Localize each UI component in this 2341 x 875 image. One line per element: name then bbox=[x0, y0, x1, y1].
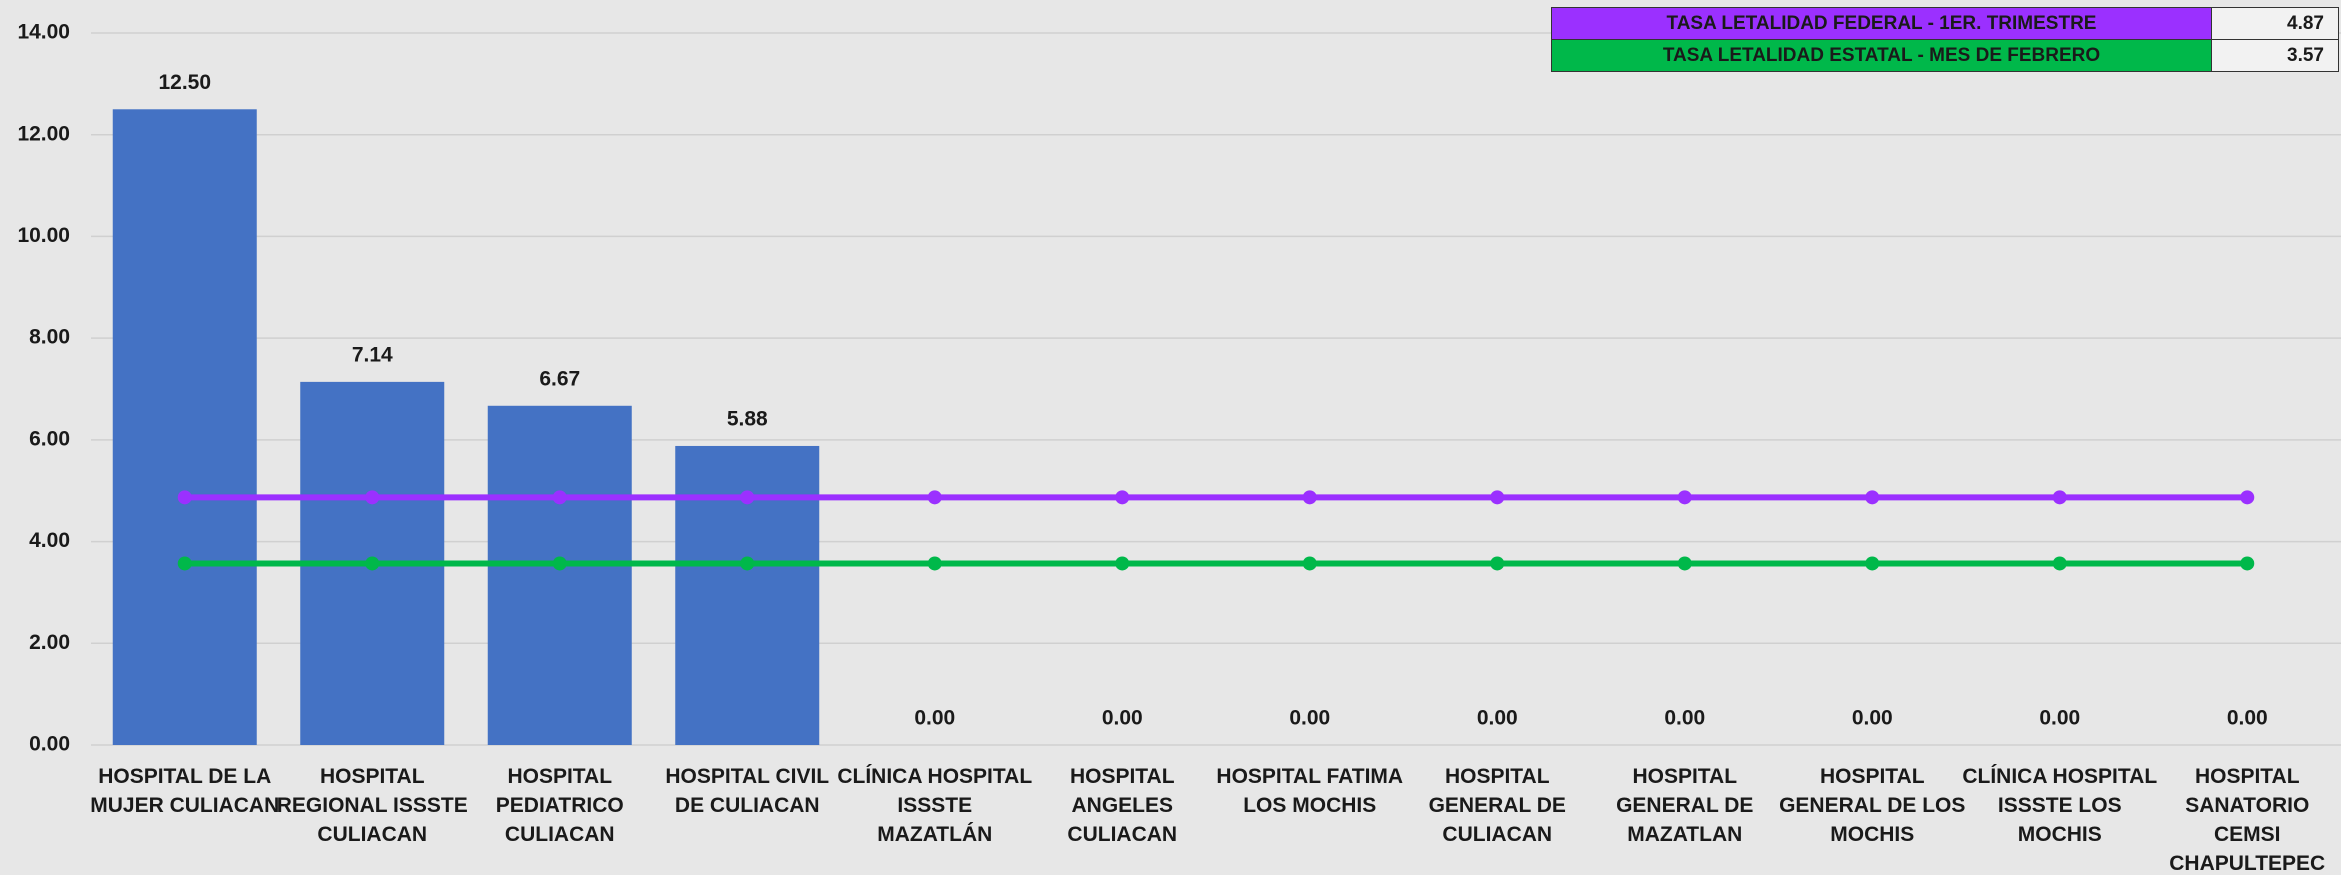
y-tick-label: 12.00 bbox=[17, 122, 70, 145]
data-label: 0.00 bbox=[1852, 707, 1893, 730]
line-marker bbox=[1302, 490, 1317, 505]
x-tick-label: CLÍNICA HOSPITAL ISSSTE LOS MOCHIS bbox=[1962, 765, 2158, 846]
line-marker bbox=[1302, 556, 1317, 571]
y-tick-label: 10.00 bbox=[17, 224, 70, 247]
x-tick-label: HOSPITAL ANGELES CULIACAN bbox=[1067, 765, 1178, 846]
legend-value: 3.57 bbox=[2212, 40, 2338, 71]
x-tick-label: HOSPITAL REGIONAL ISSSTE CULIACAN bbox=[276, 765, 468, 846]
y-tick-label: 0.00 bbox=[29, 733, 70, 756]
line-marker bbox=[1677, 556, 1692, 571]
line-marker bbox=[2240, 556, 2255, 571]
line-marker bbox=[552, 556, 567, 571]
legend-table: TASA LETALIDAD FEDERAL - 1ER. TRIMESTRE … bbox=[1551, 7, 2339, 72]
line-marker bbox=[1115, 556, 1130, 571]
line-marker bbox=[1677, 490, 1692, 505]
x-tick-label: HOSPITAL GENERAL DE CULIACAN bbox=[1428, 765, 1566, 846]
line-marker bbox=[365, 490, 380, 505]
legend-row: TASA LETALIDAD FEDERAL - 1ER. TRIMESTRE … bbox=[1551, 7, 2339, 39]
data-label: 0.00 bbox=[2039, 707, 2080, 730]
line-marker bbox=[1865, 490, 1880, 505]
legend-row: TASA LETALIDAD ESTATAL - MES DE FEBRERO … bbox=[1551, 39, 2339, 72]
x-tick-label: HOSPITAL PEDIATRICO CULIACAN bbox=[495, 765, 624, 846]
line-marker bbox=[177, 556, 192, 571]
line-marker bbox=[1865, 556, 1880, 571]
line-marker bbox=[2052, 556, 2067, 571]
data-label: 0.00 bbox=[1289, 707, 1330, 730]
y-tick-label: 4.00 bbox=[29, 529, 70, 552]
y-tick-label: 14.00 bbox=[17, 21, 70, 44]
bar bbox=[112, 109, 257, 746]
data-label: 6.67 bbox=[539, 367, 580, 390]
y-tick-label: 2.00 bbox=[29, 631, 70, 654]
legend-label: TASA LETALIDAD ESTATAL - MES DE FEBRERO bbox=[1552, 40, 2212, 71]
data-label: 7.14 bbox=[352, 343, 393, 366]
line-marker bbox=[1490, 556, 1505, 571]
data-label: 0.00 bbox=[914, 707, 955, 730]
line-marker bbox=[365, 556, 380, 571]
line-marker bbox=[552, 490, 567, 505]
line-marker bbox=[927, 490, 942, 505]
line-marker bbox=[740, 556, 755, 571]
x-tick-label: HOSPITAL FATIMA LOS MOCHIS bbox=[1216, 765, 1404, 817]
data-label: 0.00 bbox=[1102, 707, 1143, 730]
data-label: 0.00 bbox=[1477, 707, 1518, 730]
line-marker bbox=[1115, 490, 1130, 505]
legend-value: 4.87 bbox=[2212, 8, 2338, 39]
line-marker bbox=[1490, 490, 1505, 505]
legend-label: TASA LETALIDAD FEDERAL - 1ER. TRIMESTRE bbox=[1552, 8, 2212, 39]
line-marker bbox=[740, 490, 755, 505]
x-tick-label: HOSPITAL SANATORIO CEMSI CHAPULTEPEC bbox=[2169, 765, 2326, 875]
x-tick-label: HOSPITAL GENERAL DE LOS MOCHIS bbox=[1779, 765, 1966, 846]
x-tick-label: HOSPITAL GENERAL DE MAZATLAN bbox=[1616, 765, 1754, 846]
data-label: 0.00 bbox=[2227, 707, 2268, 730]
line-marker bbox=[927, 556, 942, 571]
x-tick-label: CLÍNICA HOSPITAL ISSSTE MAZATLÁN bbox=[837, 765, 1033, 846]
x-tick-label: HOSPITAL CIVIL DE CULIACAN bbox=[665, 765, 830, 817]
data-label: 12.50 bbox=[158, 71, 211, 94]
line-marker bbox=[177, 490, 192, 505]
line-marker bbox=[2052, 490, 2067, 505]
line-marker bbox=[2240, 490, 2255, 505]
y-tick-label: 8.00 bbox=[29, 326, 70, 349]
data-label: 0.00 bbox=[1664, 707, 1705, 730]
data-label: 5.88 bbox=[727, 408, 768, 431]
y-tick-label: 6.00 bbox=[29, 427, 70, 450]
x-tick-label: HOSPITAL DE LA MUJER CULIACAN bbox=[90, 765, 280, 817]
bar bbox=[487, 405, 632, 745]
